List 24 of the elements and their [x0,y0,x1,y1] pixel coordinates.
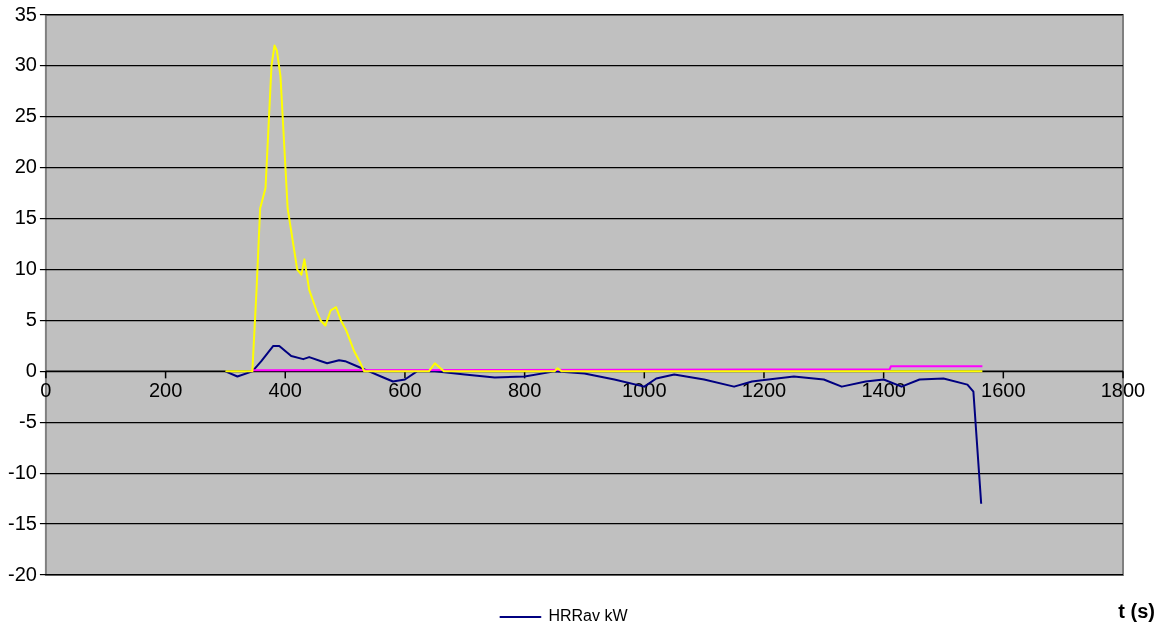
x-tick-label: 1000 [622,378,667,401]
x-tick-label: 1200 [741,378,787,401]
x-tick-label: 200 [148,378,183,401]
y-tick-label: -5 [19,409,37,432]
x-tick-label: 0 [40,378,52,401]
x-tick-label: 600 [388,378,422,401]
y-tick-label: 30 [14,53,37,76]
y-tick-label: 20 [14,155,37,178]
y-tick-label: 15 [14,206,37,229]
y-tick-label: 10 [14,257,37,280]
y-tick-label: 25 [14,104,37,127]
y-tick-label: 0 [25,358,37,381]
x-tick-label: 800 [507,378,542,401]
x-tick-label: 1600 [981,378,1026,401]
y-tick-label: 35 [14,2,37,25]
y-tick-label: 5 [25,307,37,330]
x-tick-label: 1400 [861,378,906,401]
y-tick-label: -20 [8,562,37,585]
y-tick-label: -10 [8,460,37,483]
y-tick-label: -15 [8,511,37,534]
x-tick-label: 400 [268,378,302,401]
x-axis-title: t (s) [1118,599,1155,622]
legend-label: HRRav kW [548,607,629,625]
x-tick-label: 1800 [1100,378,1146,401]
